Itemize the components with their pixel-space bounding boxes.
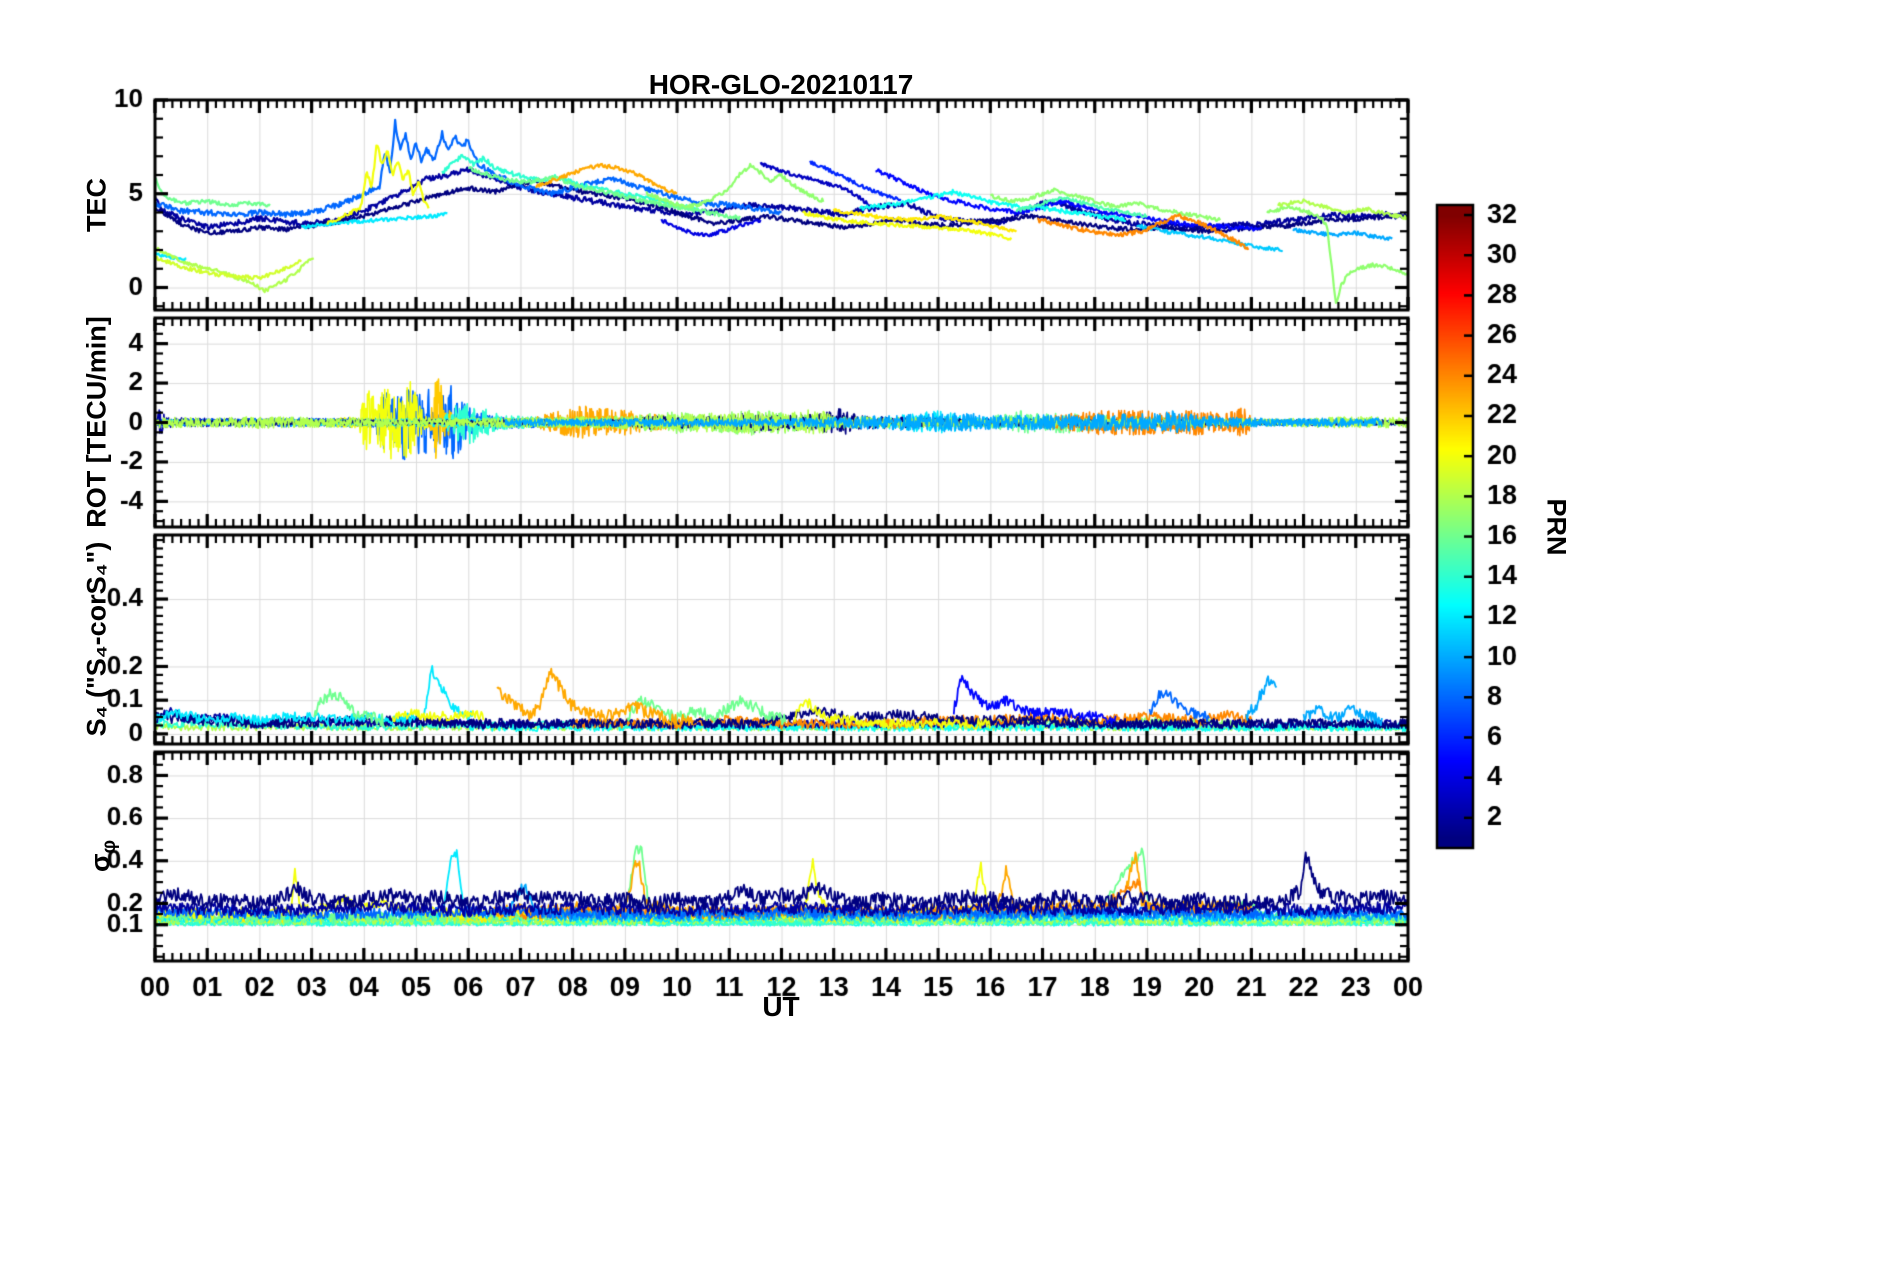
page-title: HOR-GLO-20210117	[648, 69, 914, 100]
prn-colorbar-label: PRN	[1541, 498, 1572, 556]
sigma-phi-axis-label: σφ	[84, 839, 121, 873]
ut-axis-label: UT	[762, 991, 800, 1022]
rot-axis-label: ROT [TECU/min]	[81, 316, 112, 528]
s4-axis-label: S₄ ("S₄-corS₄")	[81, 541, 112, 737]
tec-axis-label: TEC	[81, 178, 112, 232]
